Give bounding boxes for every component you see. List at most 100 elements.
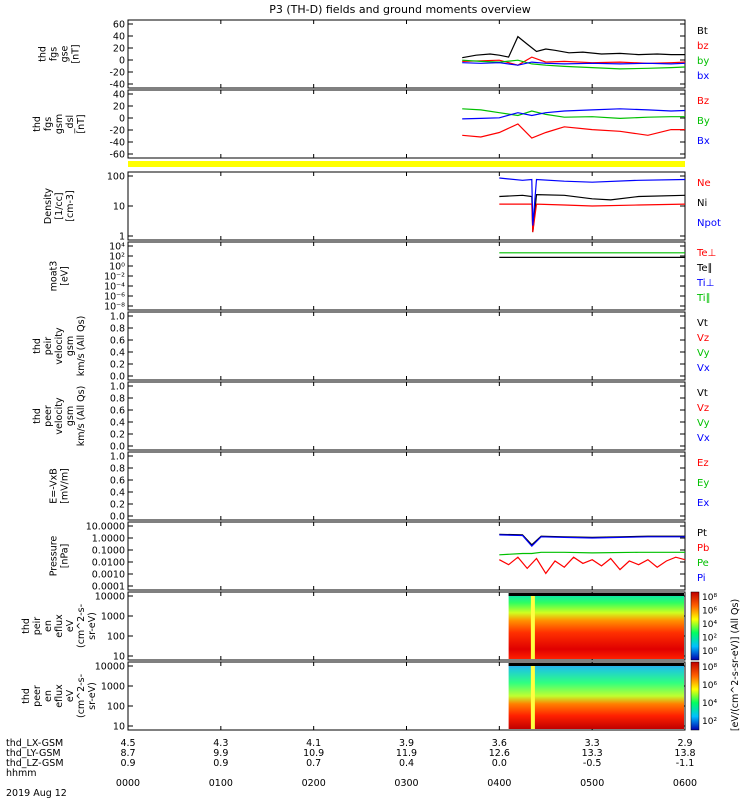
colorbar-tick: 10⁸ bbox=[702, 663, 717, 673]
y-tick-label: 0.6 bbox=[110, 336, 125, 347]
panel-peir_spec: 10000 1000 100 10 thd peir en eflux eV (cm^2-s-sr… bbox=[21, 591, 717, 663]
legend-Vz: Vz bbox=[697, 403, 709, 414]
series-Bz bbox=[462, 123, 685, 139]
time-label: 0000 bbox=[116, 778, 140, 789]
ephemeris-name: hhmm bbox=[6, 768, 37, 779]
colorbar-tick: 10⁴ bbox=[702, 699, 717, 709]
y-tick-label: 10000 bbox=[95, 592, 125, 603]
series-Bt bbox=[462, 35, 685, 59]
ephemeris-value: 13.3 bbox=[582, 748, 603, 759]
ephemeris-value: 3.9 bbox=[399, 738, 414, 749]
y-axis-label: [nT] bbox=[76, 114, 87, 133]
legend-Vt: Vt bbox=[697, 388, 708, 399]
y-axis-label: [nT] bbox=[71, 44, 82, 63]
panel-frame bbox=[127, 381, 686, 451]
ephemeris-value: 0.9 bbox=[120, 758, 135, 769]
time-label: 0100 bbox=[209, 778, 233, 789]
legend-Pb: Pb bbox=[697, 543, 709, 554]
y-axis-label: velocity bbox=[54, 327, 65, 365]
ephemeris-value: -1.1 bbox=[676, 758, 695, 769]
y-axis-label: [eV] bbox=[60, 266, 71, 286]
y-axis-label: (cm^2-s- bbox=[76, 604, 87, 648]
legend-Vx: Vx bbox=[697, 363, 710, 374]
y-tick-label: 0.2 bbox=[110, 500, 125, 511]
series-Bx bbox=[462, 108, 686, 120]
y-tick-label: 100 bbox=[107, 632, 125, 643]
y-tick-label: 0.8 bbox=[110, 394, 125, 405]
legend-bx: bx bbox=[697, 71, 709, 82]
spectrogram-topband bbox=[508, 593, 684, 596]
ephemeris-value: 13.8 bbox=[674, 748, 695, 759]
y-tick-label: 40 bbox=[113, 32, 125, 43]
legend-bz: bz bbox=[697, 41, 709, 52]
y-axis-label: [mV/m] bbox=[60, 468, 71, 504]
y-tick-label: 0.0001 bbox=[92, 582, 125, 593]
y-tick-label: 0 bbox=[119, 56, 125, 67]
spectrogram-topband bbox=[508, 663, 684, 666]
y-axis-label: [nPa] bbox=[60, 544, 71, 569]
y-axis-label: thd bbox=[38, 46, 49, 62]
time-label: 0500 bbox=[580, 778, 604, 789]
series-Ne bbox=[499, 203, 686, 233]
ephemeris-value: 9.9 bbox=[213, 748, 228, 759]
legend-Ey: Ey bbox=[697, 478, 709, 489]
colorbar-label: [eV/(cm^2-s-sr-eV)] (All Qs) bbox=[730, 599, 741, 731]
y-axis-label: eflux bbox=[54, 614, 65, 638]
y-axis-label: peer bbox=[43, 405, 54, 427]
ephemeris-value: 0.0 bbox=[492, 758, 507, 769]
y-tick-label: 1.0 bbox=[110, 382, 125, 393]
y-axis-label: peir bbox=[32, 617, 43, 636]
flag-bar bbox=[128, 161, 685, 167]
y-axis-label: (cm^2-s- bbox=[76, 674, 87, 718]
legend-Vx: Vx bbox=[697, 433, 710, 444]
y-tick-label: 10⁻⁶ bbox=[104, 292, 125, 303]
ephemeris-value: 10.9 bbox=[303, 748, 324, 759]
y-tick-label: 10000 bbox=[95, 662, 125, 673]
y-tick-label: 0.8 bbox=[110, 464, 125, 475]
y-tick-label: 0.0010 bbox=[92, 570, 125, 581]
ephemeris-value: 4.1 bbox=[306, 738, 321, 749]
legend-Vy: Vy bbox=[697, 418, 710, 429]
panel-efield: 1.00.80.60.40.20.0 E=-VxB [mV/m] Ez Ey Ex bbox=[49, 451, 709, 523]
y-axis-label: velocity bbox=[54, 397, 65, 435]
colorbar-tick: 10⁶ bbox=[702, 607, 717, 617]
y-tick-label: 10⁻⁴ bbox=[104, 282, 125, 293]
legend-Vz: Vz bbox=[697, 333, 709, 344]
time-label: 0300 bbox=[394, 778, 418, 789]
y-tick-label: 0.0 bbox=[110, 442, 125, 453]
ephemeris-value: -0.5 bbox=[583, 758, 602, 769]
y-tick-label: 0.8 bbox=[110, 324, 125, 335]
legend-Ez: Ez bbox=[697, 458, 709, 469]
ephemeris-value: 2.9 bbox=[677, 738, 692, 749]
y-tick-label: -40 bbox=[109, 138, 125, 149]
y-tick-label: 0.2 bbox=[110, 360, 125, 371]
y-tick-label: 1000 bbox=[101, 612, 125, 623]
y-tick-label: 10² bbox=[109, 252, 125, 263]
ephemeris-value: 3.6 bbox=[492, 738, 507, 749]
y-axis-label: Pressure bbox=[49, 536, 60, 577]
y-axis-label: eV bbox=[65, 689, 76, 702]
y-tick-label: 10 bbox=[113, 722, 125, 733]
time-label: 0600 bbox=[673, 778, 697, 789]
y-axis-label: E=-VxB bbox=[49, 468, 60, 503]
y-tick-label: 0.0 bbox=[110, 512, 125, 523]
y-axis-label: fgs bbox=[49, 47, 60, 61]
y-axis-label: km/s (All Qs) bbox=[76, 316, 87, 377]
series-Ni bbox=[499, 193, 686, 233]
legend-Npot: Npot bbox=[697, 218, 721, 229]
y-tick-label: 0.0100 bbox=[92, 558, 125, 569]
y-tick-label: 0.4 bbox=[110, 418, 125, 429]
ephemeris-value: 0.7 bbox=[306, 758, 321, 769]
date-label: 2019 Aug 12 bbox=[6, 788, 67, 799]
y-axis-label: eV bbox=[65, 619, 76, 632]
series-By bbox=[462, 108, 685, 120]
y-tick-label: 20 bbox=[113, 102, 125, 113]
panel-frame bbox=[127, 89, 686, 159]
y-axis-label: peer bbox=[32, 685, 43, 707]
legend-Bt: Bt bbox=[697, 26, 708, 37]
